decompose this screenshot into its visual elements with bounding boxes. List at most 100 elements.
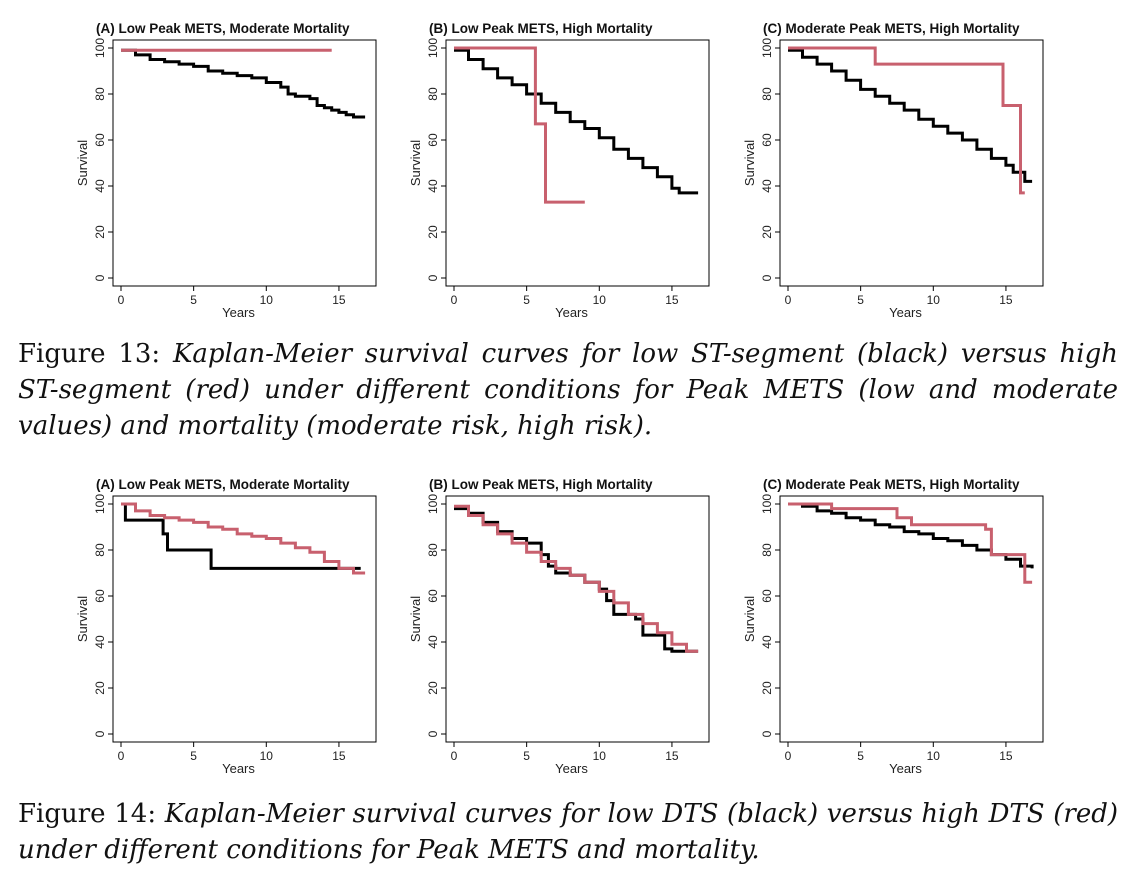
chart-title: (A) Low Peak METS, Moderate Mortality [96,21,350,36]
figure-13-label: Figure 13: [18,339,161,369]
y-tick-label: 20 [426,225,440,239]
plot-frame [112,495,377,743]
y-tick-label: 100 [760,38,774,58]
y-tick-label: 0 [760,730,774,737]
y-axis-label: Survival [742,596,757,642]
y-tick-label: 0 [93,274,107,281]
y-tick-label: 80 [93,87,107,101]
y-tick-label: 60 [426,589,440,603]
y-tick-label: 100 [760,494,774,514]
survival-curve-red [788,502,1033,584]
x-tick-label: 5 [190,749,197,763]
y-tick-label: 40 [760,179,774,193]
y-tick-label: 100 [426,38,440,58]
x-tick-label: 15 [665,749,679,763]
y-axis-label: Survival [742,140,757,186]
chart-panel: (A) Low Peak METS, Moderate Mortality 0 5 1… [75,21,377,320]
x-tick-label: 10 [260,293,274,307]
chart-panel: (C) Moderate Peak METS, High Mortality 0 5… [742,21,1044,320]
x-axis-label: Years [889,761,922,776]
survival-curve-black [454,48,699,195]
survival-curve-black [121,502,361,570]
plot-frame [112,39,377,287]
x-tick-label: 15 [665,293,679,307]
chart-title: (B) Low Peak METS, High Mortality [429,21,653,36]
y-axis-label: Survival [75,140,90,186]
x-tick-label: 15 [999,293,1013,307]
y-tick-label: 40 [426,635,440,649]
x-tick-label: 15 [332,293,346,307]
x-tick-label: 5 [523,749,530,763]
y-tick-label: 20 [760,225,774,239]
y-tick-label: 40 [93,179,107,193]
figure-14-label: Figure 14: [18,799,157,829]
survival-curve-red [454,46,585,204]
x-tick-label: 0 [785,293,792,307]
y-tick-label: 0 [760,274,774,281]
y-tick-label: 0 [426,274,440,281]
survival-curve-black [454,507,699,653]
x-tick-label: 15 [999,749,1013,763]
y-tick-label: 20 [760,681,774,695]
x-axis-label: Years [222,305,255,320]
y-tick-label: 0 [93,730,107,737]
x-tick-label: 10 [927,293,941,307]
y-tick-label: 0 [426,730,440,737]
chart-title: (C) Moderate Peak METS, High Mortality [763,477,1020,492]
y-tick-label: 40 [426,179,440,193]
y-tick-label: 20 [93,681,107,695]
y-tick-label: 60 [760,133,774,147]
x-tick-label: 0 [451,749,458,763]
figure-14-caption: Figure 14: Kaplan-Meier survival curves … [18,796,1118,868]
x-tick-label: 15 [332,749,346,763]
x-axis-label: Years [222,761,255,776]
x-axis-label: Years [889,305,922,320]
y-tick-label: 40 [760,635,774,649]
chart-panel: (A) Low Peak METS, Moderate Mortality 0 5 1… [75,477,377,776]
x-tick-label: 0 [118,293,125,307]
chart-title: (A) Low Peak METS, Moderate Mortality [96,477,350,492]
x-axis-label: Years [555,761,588,776]
survival-curve-red [454,504,699,653]
y-tick-label: 100 [93,38,107,58]
y-tick-label: 20 [426,681,440,695]
x-tick-label: 10 [927,749,941,763]
y-tick-label: 80 [93,543,107,557]
y-tick-label: 80 [426,87,440,101]
y-tick-label: 80 [426,543,440,557]
y-tick-label: 60 [93,133,107,147]
x-tick-label: 0 [785,749,792,763]
figure-13-caption: Figure 13: Kaplan-Meier survival curves … [18,336,1118,444]
plot-frame [779,39,1044,287]
y-tick-label: 100 [93,494,107,514]
x-tick-label: 10 [260,749,274,763]
x-tick-label: 5 [190,293,197,307]
y-tick-label: 20 [93,225,107,239]
y-tick-label: 60 [760,589,774,603]
chart-title: (B) Low Peak METS, High Mortality [429,477,653,492]
x-tick-label: 0 [451,293,458,307]
x-tick-label: 0 [118,749,125,763]
y-tick-label: 60 [426,133,440,147]
y-tick-label: 80 [760,87,774,101]
plot-frame [445,495,710,743]
survival-curve-black [788,502,1034,569]
x-tick-label: 5 [857,293,864,307]
y-tick-label: 80 [760,543,774,557]
figure-13-text: Kaplan-Meier survival curves for low ST-… [18,339,1119,441]
y-axis-label: Survival [408,140,423,186]
survival-curve-red [788,46,1025,195]
x-tick-label: 5 [857,749,864,763]
x-axis-label: Years [555,305,588,320]
y-tick-label: 100 [426,494,440,514]
y-tick-label: 60 [93,589,107,603]
y-axis-label: Survival [408,596,423,642]
figure-14-text: Kaplan-Meier survival curves for low DTS… [18,799,1118,865]
chart-panel: (B) Low Peak METS, High Mortality 0 5 10 15 0… [408,477,710,776]
survival-curve-black [788,48,1033,183]
survival-curve-black [121,48,366,119]
x-tick-label: 5 [523,293,530,307]
plot-frame [445,39,710,287]
chart-title: (C) Moderate Peak METS, High Mortality [763,21,1020,36]
